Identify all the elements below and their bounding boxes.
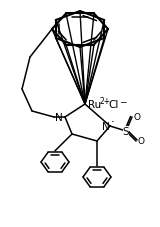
Text: O: O	[134, 113, 141, 122]
Text: Cl: Cl	[108, 100, 118, 109]
Text: 2+: 2+	[100, 97, 111, 106]
Text: O: O	[138, 137, 145, 146]
Text: −: −	[119, 97, 127, 106]
Text: ·: ·	[111, 116, 115, 129]
Text: N: N	[55, 113, 63, 122]
Text: N: N	[102, 121, 110, 131]
Text: Ru: Ru	[88, 100, 101, 109]
Text: S: S	[123, 126, 129, 136]
